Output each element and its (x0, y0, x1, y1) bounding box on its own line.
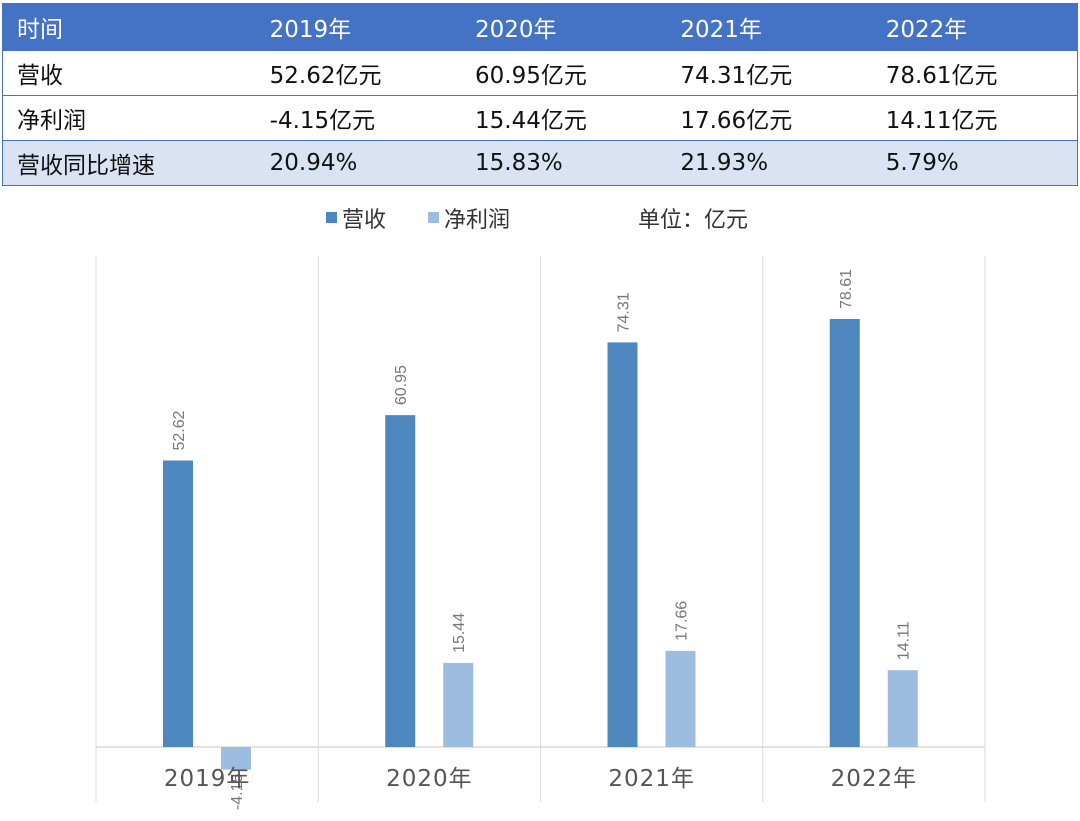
row-label: 营收 (2, 50, 256, 96)
chart-legend: 营收 净利润 单位：亿元 (326, 208, 748, 233)
bar-profit (221, 747, 251, 770)
financial-table: 时间 2019年 2020年 2021年 2022年 营收 52.62亿元 60… (2, 3, 1078, 186)
row-label: 营收同比增速 (2, 140, 256, 186)
unit-label: 单位：亿元 (638, 208, 748, 233)
table-row: 营收同比增速 20.94% 15.83% 21.93% 5.79% (2, 140, 1078, 186)
x-tick-label: 2019年 (164, 766, 251, 792)
legend-swatch-revenue (326, 212, 337, 223)
bar-revenue (607, 342, 638, 747)
header-cell: 时间 (2, 3, 256, 51)
bar-chart: 营收 净利润 单位：亿元 52.62 60.95 74.31 78.61 -4.15 15… (95, 208, 986, 810)
table-cell: 14.11亿元 (871, 95, 1078, 141)
table-cell: 60.95亿元 (461, 50, 667, 96)
chart-x-axis: 2019年 2020年 2021年 2022年 (164, 766, 918, 792)
data-label: 78.61 (838, 269, 855, 309)
legend-label-profit: 净利润 (444, 208, 510, 233)
header-cell: 2020年 (461, 3, 667, 51)
bar-revenue (163, 460, 193, 747)
bar-revenue (385, 415, 416, 747)
chart-bars (163, 319, 918, 770)
data-label: 74.31 (616, 292, 633, 332)
chart-data-labels: 52.62 60.95 74.31 78.61 -4.15 15.44 17.66 14.11 (171, 269, 913, 810)
legend-swatch-profit (428, 212, 439, 223)
bar-profit (443, 662, 474, 747)
data-label: 15.44 (451, 613, 468, 653)
table-row: 营收 52.62亿元 60.95亿元 74.31亿元 78.61亿元 (2, 50, 1078, 96)
header-cell: 2019年 (255, 3, 461, 51)
table-cell: 74.31亿元 (666, 50, 872, 96)
data-label: 17.66 (674, 601, 691, 641)
table-cell: 20.94% (255, 140, 461, 186)
table-cell: 17.66亿元 (666, 95, 872, 141)
x-tick-label: 2020年 (386, 766, 473, 792)
legend-label-revenue: 营收 (342, 208, 386, 233)
table-row: 净利润 -4.15亿元 15.44亿元 17.66亿元 14.11亿元 (2, 95, 1078, 141)
table-cell: -4.15亿元 (255, 95, 461, 141)
table-cell: 5.79% (871, 140, 1078, 186)
header-cell: 2021年 (666, 3, 872, 51)
table-header-row: 时间 2019年 2020年 2021年 2022年 (2, 3, 1078, 51)
table-cell: 52.62亿元 (255, 50, 461, 96)
row-label: 净利润 (2, 95, 256, 141)
x-tick-label: 2022年 (831, 766, 918, 792)
data-label: -4.15 (229, 773, 246, 810)
data-label: 52.62 (171, 410, 188, 450)
bar-profit (665, 650, 696, 747)
table-cell: 15.44亿元 (461, 95, 667, 141)
bar-revenue (829, 319, 860, 747)
table-cell: 78.61亿元 (871, 50, 1078, 96)
data-label: 14.11 (896, 621, 913, 660)
header-cell: 2022年 (871, 3, 1078, 51)
data-label: 60.95 (393, 365, 410, 405)
x-tick-label: 2021年 (608, 766, 695, 792)
bar-profit (887, 670, 918, 747)
table-cell: 15.83% (461, 140, 667, 186)
table-cell: 21.93% (666, 140, 872, 186)
